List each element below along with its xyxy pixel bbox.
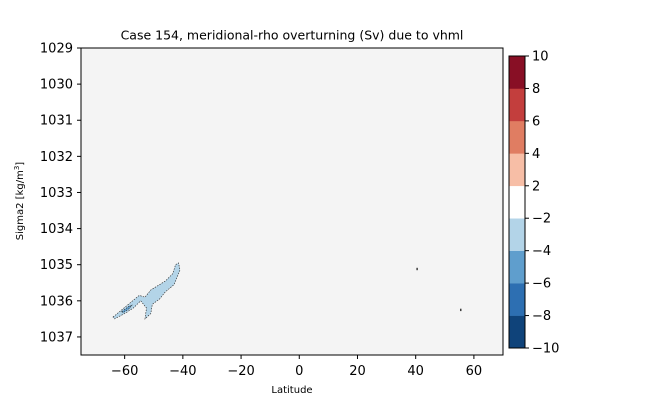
plot-background — [81, 48, 503, 355]
x-tick-label: −20 — [227, 364, 254, 379]
colorbar-tick-label: −4 — [532, 244, 551, 259]
colorbar-swatch — [509, 218, 525, 251]
colorbar-tick-label: −6 — [532, 277, 551, 292]
colorbar-swatch — [509, 120, 525, 154]
x-tick-label: 20 — [349, 364, 366, 379]
colorbar-tick-label: −10 — [532, 342, 559, 357]
y-axis-label: Sigma2 [kg/m3] — [13, 162, 26, 241]
y-axis-label-end: ] — [15, 162, 26, 166]
colorbar-tick-label: −8 — [532, 309, 551, 324]
scatter-dots — [416, 267, 462, 312]
colorbar-swatch — [509, 56, 525, 89]
colorbar-tick-label: 6 — [532, 114, 540, 129]
colorbar-frame — [508, 55, 526, 349]
y-tick-label: 1034 — [40, 222, 73, 237]
y-axis: 1029 1030 1031 1032 1033 1034 1035 1036 1037 — [40, 42, 81, 345]
negative-overturning-cell — [112, 262, 181, 320]
y-axis-label-sup: 3 — [13, 166, 21, 170]
y-tick-label: 1030 — [40, 78, 73, 93]
colorbar-tick-label: 10 — [532, 50, 549, 65]
colorbar-swatch — [509, 153, 525, 187]
negative-core — [121, 304, 133, 314]
x-tick-label: −40 — [169, 364, 196, 379]
colorbar-tick-label: 2 — [532, 179, 540, 194]
dot-1 — [416, 267, 418, 271]
colorbar-swatch — [509, 88, 525, 122]
x-tick-label: 0 — [295, 364, 303, 379]
x-axis: −60 −40 −20 0 20 40 60 — [111, 355, 482, 379]
contour-features — [112, 262, 181, 320]
colorbar-swatch — [509, 185, 525, 219]
plot-frame — [80, 47, 504, 356]
colorbar: −10 −8 −6 −4 −2 2 4 6 8 10 — [508, 50, 559, 357]
colorbar-tick-label: 4 — [532, 147, 540, 162]
colorbar-swatch — [509, 283, 525, 316]
dot-2 — [460, 308, 462, 312]
y-tick-label: 1033 — [40, 186, 73, 201]
x-tick-label: 60 — [466, 364, 483, 379]
y-tick-label: 1037 — [40, 330, 73, 345]
y-tick-label: 1029 — [40, 42, 73, 57]
y-tick-label: 1031 — [40, 114, 73, 129]
y-tick-label: 1036 — [40, 294, 73, 309]
chart-title: Case 154, meridional-rho overturning (Sv… — [121, 28, 464, 43]
colorbar-swatch — [509, 250, 525, 284]
y-tick-label: 1035 — [40, 258, 73, 273]
y-axis-label-main: Sigma2 [kg/m — [15, 170, 26, 240]
x-tick-label: −60 — [111, 364, 138, 379]
colorbar-tick-label: 8 — [532, 82, 540, 97]
x-axis-label: Latitude — [271, 385, 312, 396]
x-tick-label: 40 — [407, 364, 424, 379]
colorbar-swatch — [509, 315, 525, 349]
colorbar-tick-label: −2 — [532, 212, 551, 227]
plot-area — [80, 47, 504, 356]
y-tick-label: 1032 — [40, 150, 73, 165]
